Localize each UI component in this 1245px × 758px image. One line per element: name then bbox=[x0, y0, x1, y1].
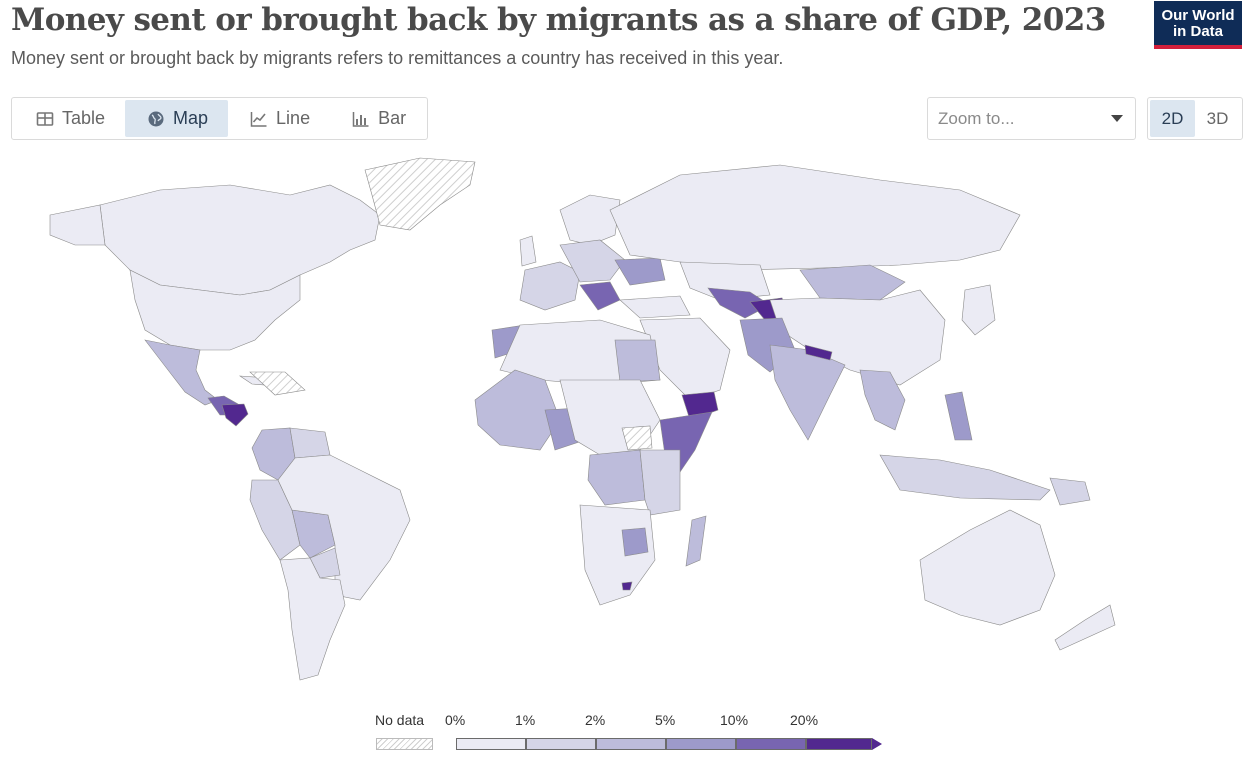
tab-line-label: Line bbox=[276, 108, 311, 128]
country-venezuela[interactable] bbox=[289, 427, 331, 459]
country-lesotho[interactable] bbox=[621, 581, 633, 591]
legend-tick-0: 0% bbox=[445, 712, 466, 728]
country-australia[interactable] bbox=[919, 509, 1056, 626]
bar-chart-icon bbox=[352, 111, 369, 127]
country-zimbabwe[interactable] bbox=[621, 527, 649, 557]
world-map bbox=[49, 157, 1116, 681]
country-philippines[interactable] bbox=[944, 391, 973, 441]
logo-line-1: Our World bbox=[1161, 7, 1235, 24]
tab-map-label: Map bbox=[173, 108, 209, 128]
map-legend: No data 0% 1% 2% 5% 10% 20% bbox=[370, 708, 890, 753]
country-balkans[interactable] bbox=[579, 281, 621, 311]
view-2d-button[interactable]: 2D bbox=[1150, 100, 1195, 137]
country-middle-east[interactable] bbox=[639, 317, 731, 401]
tab-table[interactable]: Table bbox=[14, 100, 125, 137]
tab-bar[interactable]: Bar bbox=[330, 100, 426, 137]
country-greenland[interactable] bbox=[364, 157, 476, 231]
legend-bin-1-2 bbox=[526, 738, 596, 750]
country-japan[interactable] bbox=[961, 284, 996, 336]
zoom-select[interactable]: Zoom to... bbox=[927, 97, 1136, 140]
chart-subtitle: Money sent or brought back by migrants r… bbox=[11, 48, 784, 68]
country-sudan-hatched[interactable] bbox=[621, 425, 653, 451]
country-uk[interactable] bbox=[519, 235, 537, 267]
country-new-zealand[interactable] bbox=[1054, 604, 1116, 651]
country-papua-new-guinea[interactable] bbox=[1049, 477, 1091, 506]
country-southern-africa[interactable] bbox=[579, 504, 656, 606]
country-mongolia[interactable] bbox=[799, 264, 906, 301]
view-mode-toggle: 2D 3D bbox=[1147, 97, 1243, 140]
tab-map[interactable]: Map bbox=[125, 100, 229, 137]
country-western-europe[interactable] bbox=[519, 261, 581, 311]
country-china[interactable] bbox=[769, 289, 946, 386]
country-nepal[interactable] bbox=[804, 344, 833, 361]
tab-line[interactable]: Line bbox=[228, 100, 330, 137]
country-west-africa[interactable] bbox=[474, 369, 561, 451]
chevron-down-icon bbox=[1111, 115, 1123, 122]
legend-tick-4: 10% bbox=[720, 712, 749, 728]
chart-tabs: Table Map Line Bar bbox=[11, 97, 428, 140]
legend-bin-20-plus bbox=[806, 738, 872, 750]
legend-bin-0-1 bbox=[456, 738, 526, 750]
legend-tick-5: 20% bbox=[790, 712, 819, 728]
country-honduras[interactable] bbox=[221, 403, 249, 427]
logo-line-2: in Data bbox=[1172, 23, 1223, 40]
country-caribbean[interactable] bbox=[249, 371, 306, 396]
legend-nodata-swatch bbox=[376, 738, 433, 750]
country-southeast-asia[interactable] bbox=[859, 369, 906, 431]
line-chart-icon bbox=[250, 111, 267, 127]
chart-title: Money sent or brought back by migrants a… bbox=[11, 2, 1106, 38]
view-3d-button[interactable]: 3D bbox=[1206, 108, 1229, 128]
country-scandinavia[interactable] bbox=[559, 194, 621, 246]
zoom-placeholder: Zoom to... bbox=[938, 108, 1015, 128]
legend-bin-2-5 bbox=[596, 738, 666, 750]
legend-arrow-tip bbox=[872, 738, 882, 750]
country-central-asia[interactable] bbox=[707, 287, 771, 319]
country-turkey[interactable] bbox=[619, 295, 691, 319]
country-russia[interactable] bbox=[609, 164, 1021, 271]
country-indonesia[interactable] bbox=[879, 454, 1051, 501]
country-usa[interactable] bbox=[129, 269, 301, 351]
table-icon bbox=[36, 111, 54, 126]
country-ukraine[interactable] bbox=[614, 257, 666, 286]
legend-tick-3: 5% bbox=[655, 712, 676, 728]
country-central-europe[interactable] bbox=[559, 239, 626, 283]
legend-bin-10-20 bbox=[736, 738, 806, 750]
country-east-africa[interactable] bbox=[639, 449, 681, 516]
legend-nodata-label: No data bbox=[375, 712, 425, 728]
legend-tick-1: 1% bbox=[515, 712, 536, 728]
country-madagascar[interactable] bbox=[685, 515, 707, 567]
legend-tick-2: 2% bbox=[585, 712, 606, 728]
owid-logo[interactable]: Our World in Data bbox=[1154, 1, 1242, 49]
legend-bin-5-10 bbox=[666, 738, 736, 750]
country-mexico[interactable] bbox=[144, 339, 219, 406]
country-brazil[interactable] bbox=[277, 454, 411, 601]
tab-bar-label: Bar bbox=[378, 108, 407, 128]
country-drc[interactable] bbox=[587, 449, 646, 506]
country-argentina-chile[interactable] bbox=[279, 557, 346, 681]
country-alaska[interactable] bbox=[49, 204, 106, 246]
country-egypt[interactable] bbox=[614, 339, 661, 383]
globe-icon bbox=[148, 111, 164, 126]
tab-table-label: Table bbox=[62, 108, 106, 128]
